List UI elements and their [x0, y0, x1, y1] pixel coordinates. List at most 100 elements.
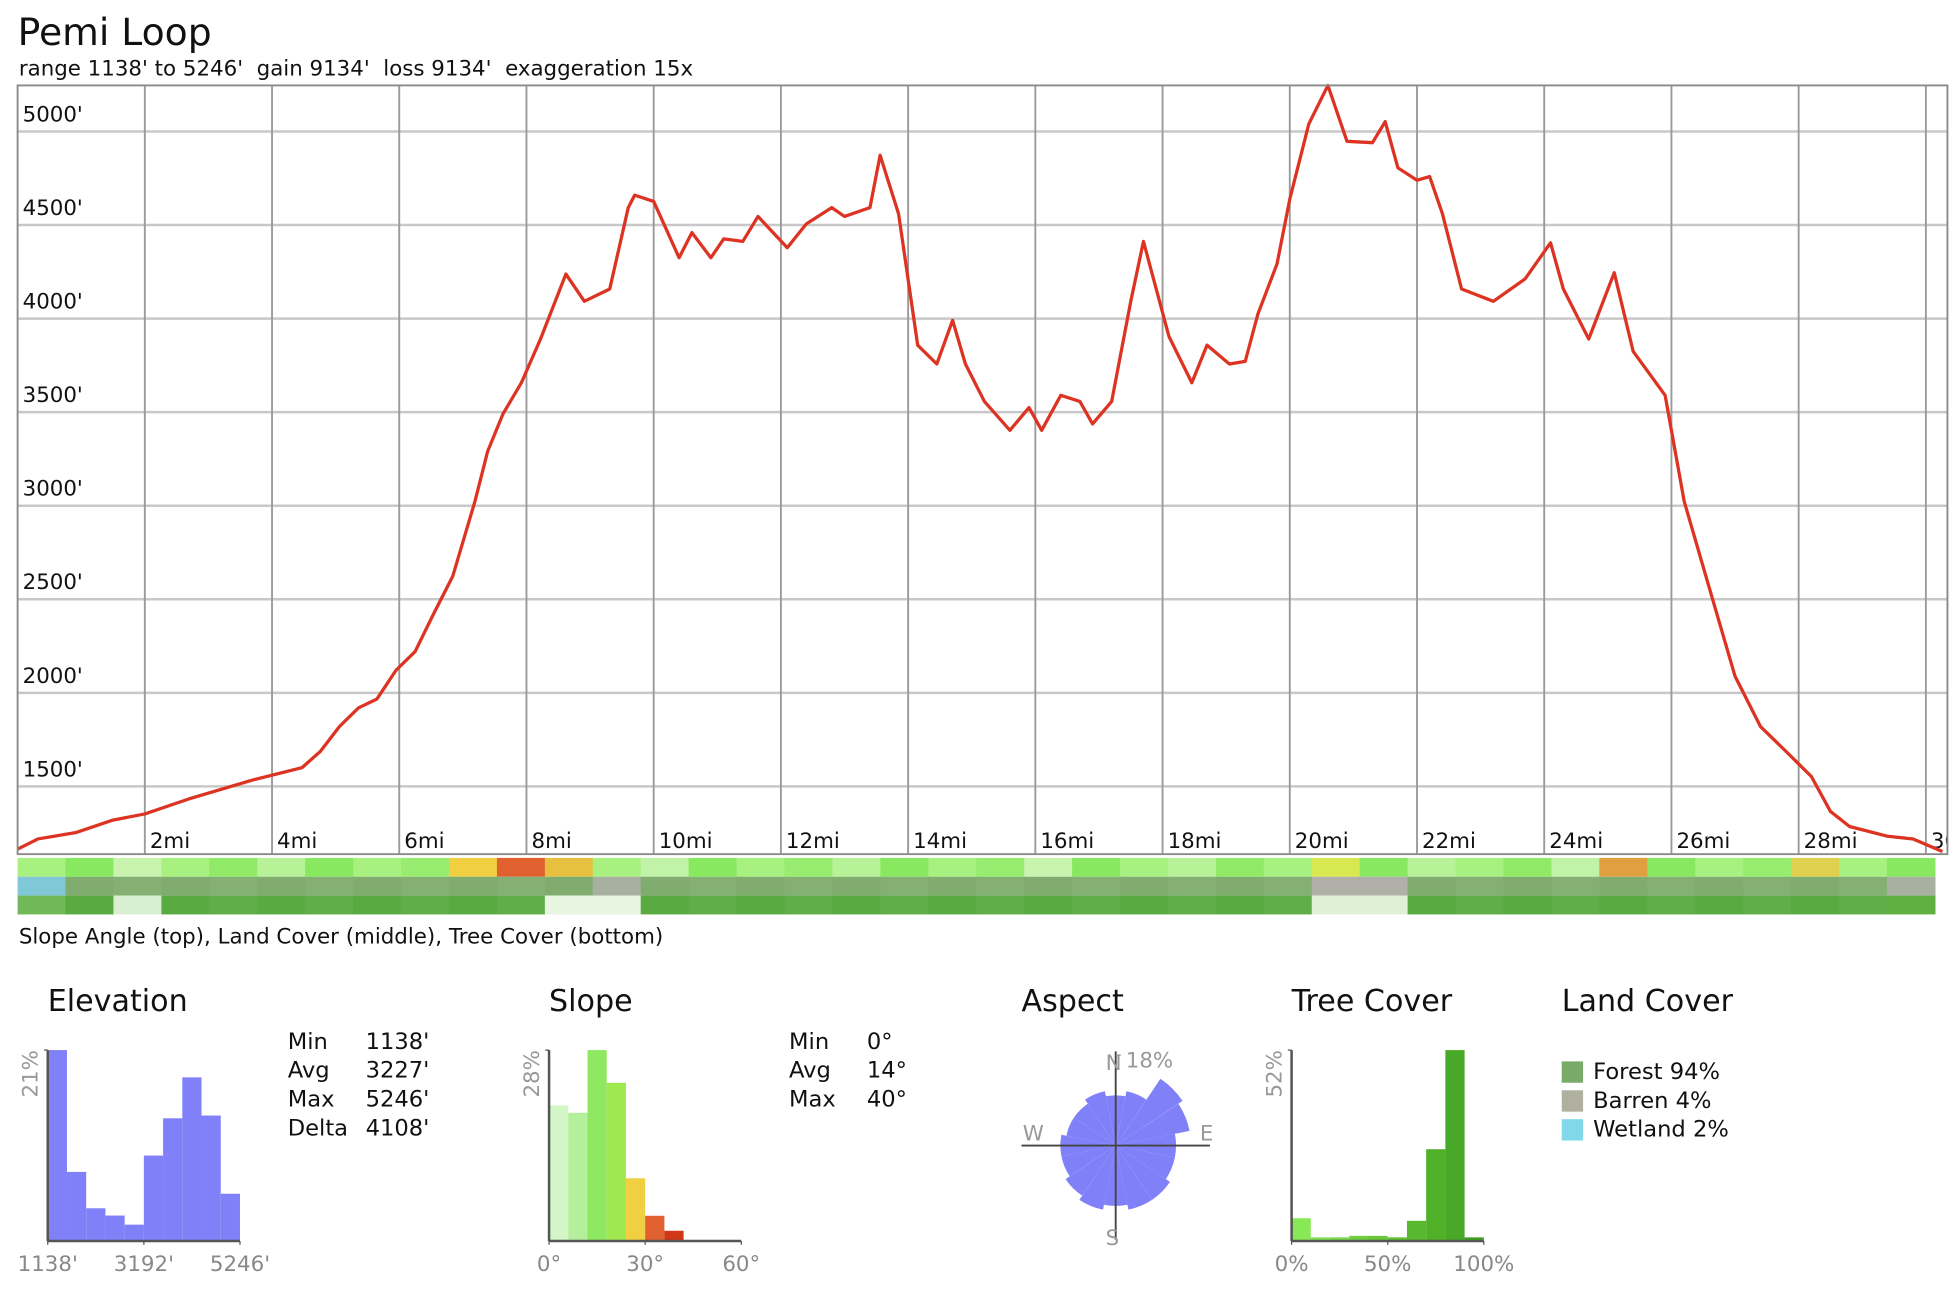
section-title: Slope [549, 984, 633, 1019]
x-tick-label: 10mi [659, 829, 713, 854]
strip-cell [353, 876, 402, 896]
strip-cell [17, 876, 67, 896]
histogram-bar [1310, 1237, 1331, 1242]
strip-cell [65, 876, 115, 896]
stat-label: Max [288, 1087, 335, 1113]
aspect-sector [1115, 1091, 1147, 1146]
strip-cell [880, 857, 929, 877]
elevation-profile: 1500' 2000' 2500' 3000' 3500' 4000' 4500' 5000'… [17, 83, 1948, 855]
strip-cell [1263, 895, 1313, 915]
strip-cell [736, 895, 786, 915]
strip-cell [209, 895, 258, 915]
stats-line: range 1138' to 5246' gain 9134' loss 913… [19, 56, 693, 81]
strip-cell [784, 876, 834, 896]
strip-cell [1263, 876, 1313, 896]
x-tick-label: 30° [626, 1252, 664, 1277]
strip-cell [832, 895, 881, 915]
section-title: Land Cover [1562, 984, 1734, 1019]
strip-cell [1839, 876, 1888, 896]
aspect-sector [1073, 1103, 1116, 1146]
strip-cell [209, 857, 258, 877]
stat-label: Avg [288, 1058, 330, 1084]
x-tick-label: 0° [537, 1252, 561, 1277]
stat-value: 3227' [366, 1058, 430, 1084]
plot-frame [16, 84, 1949, 856]
stat-label: Delta [288, 1116, 348, 1142]
strip-cell [1551, 876, 1600, 896]
x-tick-label: 16mi [1040, 829, 1094, 854]
strip-cell [161, 857, 210, 877]
y-tick-label: 2000' [23, 664, 83, 689]
strip-cell [1695, 876, 1744, 896]
aspect-sector [1115, 1078, 1183, 1146]
strip-cell [544, 895, 594, 915]
strip-cell [880, 895, 929, 915]
strip-cell [401, 857, 450, 877]
strip-cell [976, 876, 1025, 896]
x-tick-label: 5246' [210, 1252, 270, 1277]
strip-cell [1120, 857, 1169, 877]
strip-cell [928, 876, 977, 896]
strip-cell [1599, 895, 1648, 915]
strip-cell [592, 895, 642, 915]
x-tick-label: 20mi [1295, 829, 1349, 854]
histogram-bar [1426, 1149, 1446, 1242]
y-tick-label: 28% [520, 1050, 545, 1097]
histogram-bar [1349, 1235, 1369, 1242]
strip-cell [401, 876, 450, 896]
stat-value: 14° [867, 1058, 907, 1084]
strip-cell [1407, 895, 1457, 915]
stat-value: 0° [867, 1029, 893, 1055]
strip-cell [1647, 857, 1696, 877]
strip-cell [1215, 895, 1265, 915]
y-tick-label: 4500' [23, 196, 83, 221]
strip-cell [209, 876, 258, 896]
strip-cell [1695, 857, 1744, 877]
x-tick-label: 14mi [913, 829, 967, 854]
strip-cell [1455, 876, 1505, 896]
aspect-sector [1115, 1145, 1175, 1180]
strip-cell [1551, 895, 1600, 915]
strip-cell [1455, 895, 1505, 915]
strip-cell [257, 857, 306, 877]
page-title: Pemi Loop [18, 10, 212, 54]
y-tick-label: 52% [1263, 1050, 1288, 1097]
histogram-bar [124, 1224, 144, 1242]
strip-cell [928, 857, 977, 877]
histogram-bar [143, 1155, 164, 1242]
strip-cell [976, 857, 1025, 877]
strip-cell [544, 876, 594, 896]
strip-cell [1839, 895, 1888, 915]
histogram-bar [645, 1215, 665, 1242]
strip-cell [1120, 876, 1169, 896]
histogram-bar [664, 1230, 684, 1242]
y-tick-label: 1500' [23, 757, 83, 782]
strip-cell [1167, 857, 1217, 877]
strip-cell [688, 895, 738, 915]
stat-value: 5246' [366, 1087, 430, 1113]
strip-cell [1743, 876, 1792, 896]
strip-cell [640, 876, 690, 896]
strip-cell [784, 895, 834, 915]
histogram-bar [86, 1208, 106, 1242]
histogram-bar [549, 1105, 569, 1242]
strip-cell [1167, 876, 1217, 896]
strip-cell [784, 857, 834, 877]
x-tick-label: 50% [1364, 1252, 1411, 1277]
histogram-bar [1464, 1237, 1484, 1242]
direction-label: N [1106, 1051, 1122, 1076]
histogram-bar [1330, 1237, 1350, 1242]
strip-cell [1886, 876, 1936, 896]
strip-cell [1647, 895, 1696, 915]
aspect-sector [1115, 1145, 1170, 1200]
stat-label: Min [288, 1029, 328, 1055]
strip-cell [1311, 876, 1361, 896]
aspect-sector [1115, 1103, 1190, 1146]
strip-cell [1599, 857, 1648, 877]
strip-cell [257, 895, 306, 915]
aspect-sector [1065, 1145, 1116, 1196]
strip-cell [353, 857, 402, 877]
strip-cell [1359, 857, 1409, 877]
strip-cell [65, 857, 115, 877]
